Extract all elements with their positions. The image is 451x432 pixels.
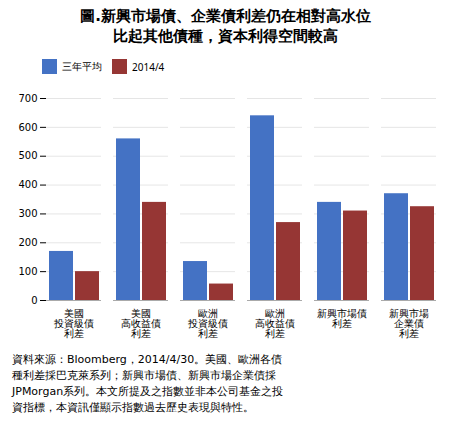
svg-text:100: 100 <box>18 266 37 277</box>
html-text:比起其他債種，資本利得空間較高: 比起其他債種，資本利得空間較高 <box>113 27 338 45</box>
svg-text:新興市場債利差: 新興市場債利差 <box>317 308 367 329</box>
svg-text:300: 300 <box>18 208 37 219</box>
html-text:JPMorgan系列。本文所提及之指數並非本公司基金之投: JPMorgan系列。本文所提及之指數並非本公司基金之投 <box>12 385 284 398</box>
html-text:資料來源：Bloomberg，2014/4/30。美國、歐洲: 資料來源：Bloomberg，2014/4/30。美國、歐洲各債 <box>12 353 283 366</box>
svg-text:美國投資級債利差: 美國投資級債利差 <box>53 308 94 339</box>
svg-text:400: 400 <box>18 179 37 190</box>
html-text:資指標，本資訊僅顯示指數過去歷史表現與特性。: 資指標，本資訊僅顯示指數過去歷史表現與特性。 <box>12 401 254 414</box>
svg-text:0: 0 <box>31 295 37 306</box>
html-text:2014/4: 2014/4 <box>132 59 165 74</box>
svg-text:500: 500 <box>18 150 37 161</box>
svg-text:新興市場企業債利差: 新興市場企業債利差 <box>389 308 429 339</box>
html-text:種利差採巴克萊系列；新興市場債、新興市場企業債採: 種利差採巴克萊系列；新興市場債、新興市場企業債採 <box>12 369 276 382</box>
svg-text:歐洲高收益債利差: 歐洲高收益債利差 <box>255 308 295 339</box>
html-text:圖.新興市場債、企業債利差仍在相對高水位: 圖.新興市場債、企業債利差仍在相對高水位 <box>80 7 371 25</box>
svg-text:200: 200 <box>18 237 37 248</box>
svg-text:600: 600 <box>18 122 37 133</box>
html-text:三年平均: 三年平均 <box>62 59 102 73</box>
svg-text:美國高收益債利差: 美國高收益債利差 <box>121 308 161 339</box>
svg-text:歐洲投資級債利差: 歐洲投資級債利差 <box>187 308 228 339</box>
svg-text:700: 700 <box>18 93 37 104</box>
